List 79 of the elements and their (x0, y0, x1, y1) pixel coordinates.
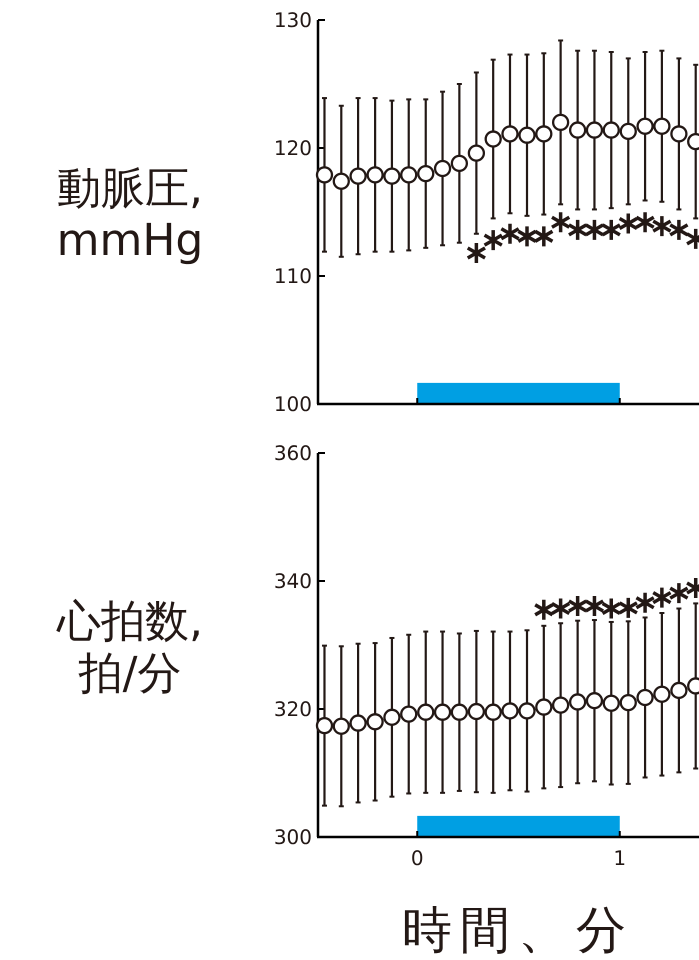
y-tick-label: 110 (274, 264, 312, 288)
point (533, 224, 554, 248)
y-tick-label: 360 (274, 441, 312, 465)
point (668, 581, 690, 605)
point (417, 704, 434, 721)
point (518, 702, 536, 720)
point (332, 172, 350, 190)
point (668, 218, 690, 242)
point (349, 168, 367, 185)
x-axis-title: 時間、分 (402, 901, 634, 959)
y-tick-label: 120 (274, 136, 312, 160)
y-tick-label: 130 (274, 8, 312, 32)
y-axis-title: 心拍数, 拍/分 (56, 596, 203, 699)
point (484, 704, 502, 721)
y-tick-label: 320 (274, 697, 312, 721)
point (332, 718, 350, 735)
point (434, 160, 452, 178)
point (634, 210, 656, 234)
point (535, 125, 552, 143)
point (651, 586, 672, 610)
point (466, 241, 487, 265)
point (484, 130, 502, 148)
point (450, 154, 468, 172)
point (468, 702, 486, 720)
point (568, 693, 586, 711)
point (434, 704, 452, 721)
point (417, 164, 434, 182)
point (634, 591, 656, 615)
point (316, 716, 334, 734)
point (567, 594, 588, 618)
point (636, 118, 654, 135)
point (586, 692, 604, 710)
y-tick-label: 100 (274, 392, 312, 416)
point (602, 694, 620, 712)
x-tick-label: 0 (410, 846, 424, 870)
y-tick-label: 340 (274, 569, 312, 593)
point (482, 228, 504, 252)
y-tick-label: 300 (274, 825, 312, 849)
x-tick-label: 1 (613, 846, 626, 870)
point (400, 705, 418, 723)
point (670, 125, 688, 143)
point (500, 222, 520, 246)
point (550, 210, 572, 234)
point (518, 126, 536, 144)
point (618, 212, 639, 236)
point (620, 694, 637, 712)
point (651, 214, 672, 238)
point (636, 688, 654, 706)
point (501, 702, 519, 720)
point (568, 121, 586, 139)
point (383, 708, 401, 726)
point (501, 125, 519, 143)
point (602, 121, 620, 139)
y-axis-title: 動脈圧, mmHg (56, 163, 204, 266)
point (468, 144, 486, 162)
point (552, 114, 570, 132)
point (670, 682, 688, 700)
point (349, 714, 367, 732)
point (653, 118, 671, 135)
point (535, 698, 552, 716)
point (533, 598, 554, 622)
point (584, 594, 605, 618)
point (586, 121, 604, 139)
point (618, 596, 639, 620)
point (653, 686, 671, 703)
point (516, 224, 538, 248)
point (620, 122, 637, 140)
point (584, 218, 605, 242)
point (567, 218, 588, 242)
point (552, 696, 570, 714)
point (600, 596, 622, 620)
point (366, 713, 384, 730)
point (383, 168, 401, 185)
point (400, 166, 418, 184)
point (550, 596, 572, 620)
point (366, 166, 384, 184)
point (450, 704, 468, 721)
point (600, 218, 622, 242)
point (316, 166, 334, 184)
